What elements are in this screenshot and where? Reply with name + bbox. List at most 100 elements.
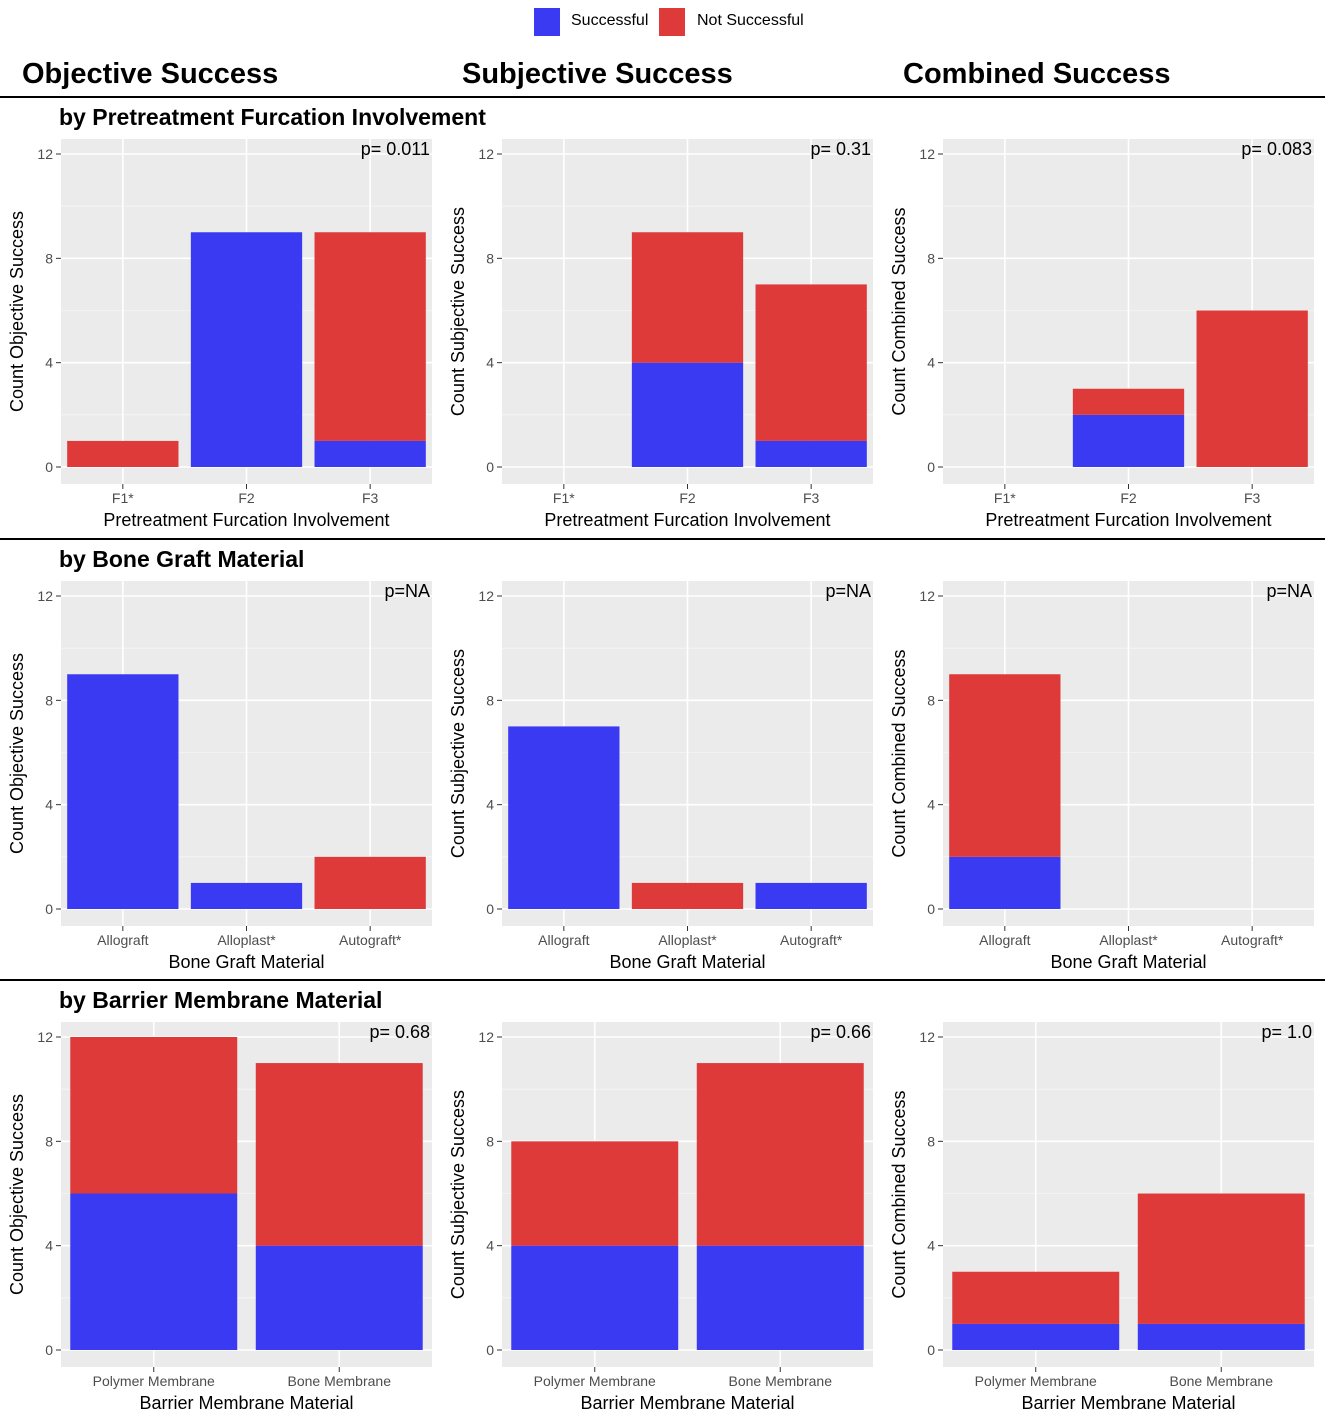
y-tick-label: 12 (478, 1029, 494, 1045)
legend-label-successful: Successful (571, 12, 649, 29)
x-tick-label: F3 (803, 490, 820, 506)
bar-successful (952, 1323, 1120, 1350)
x-tick-label: Bone Membrane (728, 1373, 832, 1389)
p-value-annotation: p=NA (1266, 581, 1312, 601)
y-tick-label: 8 (927, 250, 935, 266)
x-tick-label: Polymer Membrane (93, 1373, 215, 1389)
x-axis-label: Pretreatment Furcation Involvement (103, 510, 389, 530)
section-divider (0, 538, 1325, 540)
bar-not-successful (255, 1063, 423, 1246)
bar-successful (949, 856, 1061, 909)
column-title-objective: Objective Success (22, 58, 279, 90)
p-value-annotation: p= 0.31 (810, 139, 871, 159)
y-axis-label: Count Objective Success (7, 653, 27, 854)
bar-not-successful (1072, 388, 1185, 415)
y-tick-label: 12 (478, 146, 494, 162)
column-title-combined: Combined Success (903, 58, 1171, 90)
bar-successful (190, 232, 303, 467)
bar-successful (1072, 414, 1185, 467)
p-value-annotation: p= 0.66 (810, 1022, 871, 1042)
y-tick-label: 4 (927, 355, 935, 371)
y-tick-label: 8 (927, 1133, 935, 1149)
y-tick-label: 12 (37, 588, 53, 604)
y-axis-label: Count Objective Success (7, 1094, 27, 1295)
y-tick-label: 0 (486, 459, 494, 475)
y-tick-label: 8 (45, 1133, 53, 1149)
bar-not-successful (952, 1271, 1120, 1324)
x-tick-label: Allograft (97, 932, 148, 948)
y-tick-label: 0 (45, 1342, 53, 1358)
p-value-annotation: p= 1.0 (1261, 1022, 1312, 1042)
row-title-barrier-membrane: by Barrier Membrane Material (59, 987, 383, 1013)
x-axis-label: Barrier Membrane Material (1021, 1393, 1235, 1411)
bar-not-successful (949, 674, 1061, 857)
x-axis-label: Barrier Membrane Material (139, 1393, 353, 1411)
y-tick-label: 0 (45, 459, 53, 475)
y-tick-label: 0 (45, 901, 53, 917)
bar-successful (314, 440, 426, 467)
x-tick-label: Alloplast* (217, 932, 276, 948)
y-tick-label: 12 (37, 1029, 53, 1045)
x-tick-label: F3 (1244, 490, 1261, 506)
x-tick-label: Autograft* (1221, 932, 1284, 948)
bar-not-successful (755, 284, 867, 441)
bar-successful (67, 674, 179, 909)
y-tick-label: 4 (486, 797, 494, 813)
bar-successful (755, 440, 867, 467)
bar-not-successful (631, 882, 744, 909)
x-tick-label: Alloplast* (658, 932, 717, 948)
x-tick-label: Bone Membrane (1169, 1373, 1273, 1389)
x-tick-label: Allograft (979, 932, 1030, 948)
bar-successful (755, 882, 867, 909)
x-tick-label: F2 (679, 490, 696, 506)
column-title-subjective: Subjective Success (462, 58, 733, 90)
row-title-furcation: by Pretreatment Furcation Involvement (59, 104, 486, 130)
y-tick-label: 12 (919, 146, 935, 162)
y-tick-label: 0 (486, 901, 494, 917)
x-tick-label: Autograft* (339, 932, 402, 948)
y-tick-label: 4 (45, 797, 53, 813)
y-tick-label: 0 (486, 1342, 494, 1358)
x-axis-label: Bone Graft Material (609, 952, 765, 972)
bar-not-successful (1196, 310, 1308, 467)
bar-successful (70, 1193, 238, 1350)
bar-not-successful (1137, 1193, 1305, 1324)
x-axis-label: Bone Graft Material (168, 952, 324, 972)
bar-not-successful (631, 232, 744, 363)
y-tick-label: 0 (927, 1342, 935, 1358)
bar-not-successful (696, 1063, 864, 1246)
legend-label-not-successful: Not Successful (697, 12, 804, 29)
bar-successful (508, 726, 620, 909)
bar-successful (255, 1245, 423, 1350)
y-axis-label: Count Subjective Success (448, 649, 468, 858)
x-tick-label: Allograft (538, 932, 589, 948)
y-tick-label: 4 (486, 1238, 494, 1254)
y-tick-label: 4 (45, 1238, 53, 1254)
y-tick-label: 8 (486, 250, 494, 266)
y-tick-label: 8 (927, 692, 935, 708)
bar-not-successful (67, 440, 179, 467)
y-tick-label: 4 (486, 355, 494, 371)
bar-successful (190, 882, 303, 909)
legend-key-not-successful (659, 8, 685, 36)
bar-not-successful (314, 232, 426, 441)
bar-not-successful (314, 856, 426, 909)
bar-not-successful (511, 1141, 679, 1246)
x-tick-label: F3 (362, 490, 379, 506)
p-value-annotation: p= 0.083 (1241, 139, 1312, 159)
row-title-bone-graft: by Bone Graft Material (59, 546, 305, 572)
p-value-annotation: p=NA (384, 581, 430, 601)
y-tick-label: 0 (927, 901, 935, 917)
x-axis-label: Pretreatment Furcation Involvement (544, 510, 830, 530)
y-tick-label: 12 (919, 588, 935, 604)
x-tick-label: F1* (553, 490, 575, 506)
y-tick-label: 12 (478, 588, 494, 604)
y-axis-label: Count Subjective Success (448, 1090, 468, 1299)
x-tick-label: F2 (1120, 490, 1137, 506)
y-axis-label: Count Combined Success (889, 649, 909, 857)
y-tick-label: 4 (927, 797, 935, 813)
x-tick-label: Autograft* (780, 932, 843, 948)
y-tick-label: 4 (927, 1238, 935, 1254)
y-axis-label: Count Subjective Success (448, 207, 468, 416)
